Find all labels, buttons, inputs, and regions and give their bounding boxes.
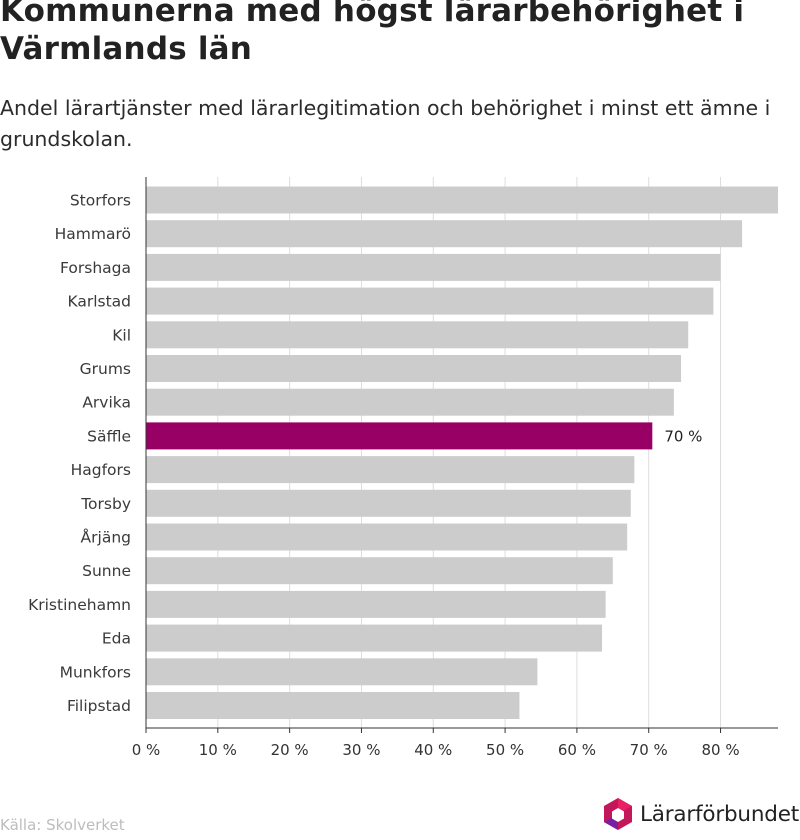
x-tick-label: 70 % bbox=[630, 741, 668, 759]
bar bbox=[146, 456, 635, 484]
lararforbundet-hexagon-logo-icon bbox=[604, 798, 632, 830]
category-label: Årjäng bbox=[81, 528, 131, 547]
x-tick-label: 30 % bbox=[342, 741, 380, 759]
category-label: Storfors bbox=[70, 192, 131, 210]
x-tick-label: 10 % bbox=[199, 741, 237, 759]
x-tick-label: 80 % bbox=[701, 741, 739, 759]
bar bbox=[146, 355, 682, 382]
category-label: Arvika bbox=[82, 394, 131, 412]
bar-highlight bbox=[146, 422, 653, 450]
bar bbox=[146, 186, 778, 214]
x-tick-label: 60 % bbox=[558, 741, 596, 759]
category-label: Säffle bbox=[87, 427, 131, 445]
x-tick-label: 0 % bbox=[132, 741, 161, 759]
category-label: Sunne bbox=[82, 562, 131, 580]
bar bbox=[146, 388, 674, 416]
bar bbox=[146, 590, 606, 618]
bar bbox=[146, 523, 628, 551]
bar bbox=[146, 692, 520, 719]
category-label: Hammarö bbox=[55, 225, 131, 243]
category-label: Kristinehamn bbox=[28, 596, 131, 614]
chart-title: Kommunerna med högst lärarbehörighet i V… bbox=[0, 0, 745, 67]
category-label: Hagfors bbox=[71, 461, 131, 479]
chart-subtitle: Andel lärartjänster med lärarlegitimatio… bbox=[0, 96, 771, 151]
category-label: Kil bbox=[112, 326, 131, 344]
category-labels: Storfors Hammarö Forshaga Karlstad Kil Grums A… bbox=[28, 192, 702, 716]
brand-logo: Lärarförbundet bbox=[602, 797, 799, 831]
x-tick-label: 50 % bbox=[486, 741, 524, 759]
bar bbox=[146, 658, 538, 686]
bar bbox=[146, 489, 631, 517]
bar-chart: Storfors Hammarö Forshaga Karlstad Kil Grums A… bbox=[28, 177, 778, 759]
category-label: Munkfors bbox=[60, 663, 131, 681]
bar bbox=[146, 557, 613, 585]
bar bbox=[146, 321, 689, 349]
x-tick-label: 20 % bbox=[271, 741, 309, 759]
bar bbox=[146, 624, 603, 652]
bar bbox=[146, 220, 743, 248]
source-note: Källa: Skolverket bbox=[0, 816, 125, 834]
bar bbox=[146, 287, 714, 315]
category-label: Eda bbox=[102, 630, 131, 648]
bars bbox=[146, 186, 778, 719]
x-tick-label: 40 % bbox=[414, 741, 452, 759]
x-axis: 0 % 10 % 20 % 30 % 40 % 50 % 60 % 70 % 80 % bbox=[132, 177, 778, 759]
category-label: Torsby bbox=[80, 495, 131, 513]
brand-name: Lärarförbundet bbox=[640, 801, 799, 827]
category-label: Grums bbox=[80, 360, 131, 378]
category-label: Forshaga bbox=[60, 259, 131, 277]
category-label: Karlstad bbox=[67, 293, 131, 311]
category-label: Filipstad bbox=[67, 697, 131, 715]
bar bbox=[146, 253, 721, 281]
data-label: 70 % bbox=[664, 427, 702, 445]
